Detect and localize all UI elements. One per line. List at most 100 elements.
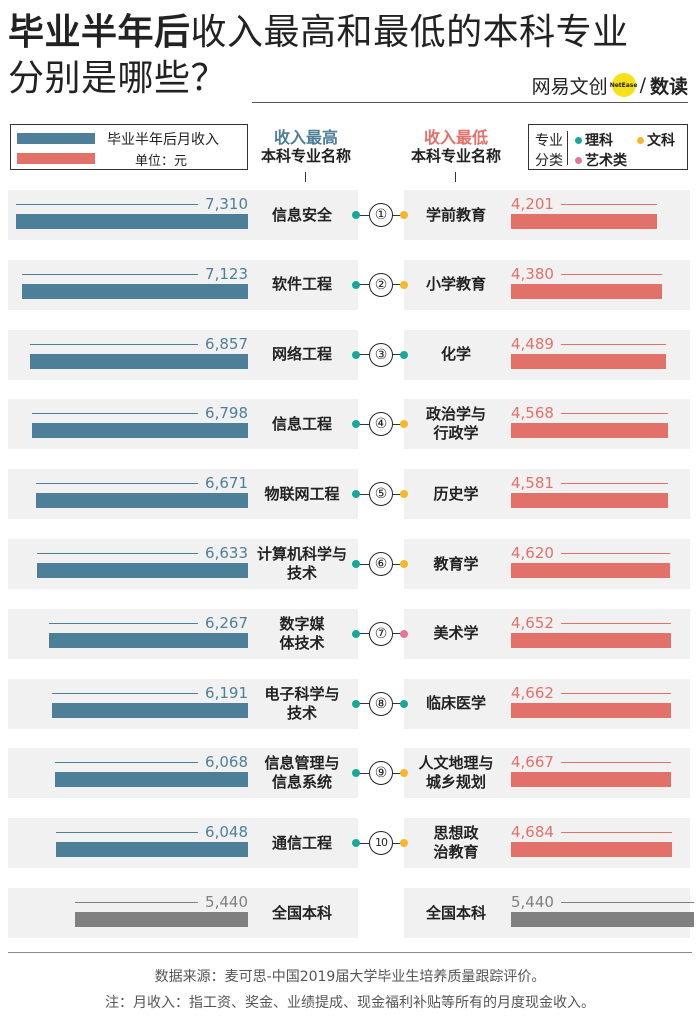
high-income-guide-line	[51, 692, 198, 694]
low-major-name: 思想政 治教育	[433, 824, 479, 862]
low-major-name: 政治学与 行政学	[425, 405, 486, 443]
header-lowest: 收入最低 本科专业名称	[386, 128, 526, 182]
category-dot-high	[352, 490, 360, 499]
high-major-name: 网络工程	[271, 345, 332, 364]
high-income-bar	[51, 702, 248, 718]
category-item-science: 理科	[575, 130, 613, 150]
high-major-name: 计算机科学与 技术	[256, 545, 347, 582]
legend-series-label: 毕业半年后月收入	[107, 132, 219, 148]
table-row: 6,633 4,620 计算机科学与 技术 教育学 ⑥	[0, 539, 700, 589]
low-income-bar	[511, 283, 663, 299]
rank-badge: 10	[369, 831, 393, 856]
high-major-name: 信息管理与 信息系统	[264, 754, 340, 792]
category-dot-high	[352, 699, 360, 708]
high-income-guide-line	[56, 832, 198, 834]
rank-badge: ⑦	[369, 621, 393, 646]
category-dot-high	[352, 769, 360, 778]
high-income-guide-line	[16, 204, 198, 205]
high-income-bar	[49, 632, 248, 648]
highlight-highest: 最高	[263, 10, 337, 56]
high-income-guide-line	[32, 413, 198, 415]
category-dot-high	[352, 629, 360, 638]
header-highest: 收入最高 本科专业名称	[236, 128, 376, 182]
low-major-name: 化学	[440, 345, 471, 364]
category-dot-art	[575, 156, 582, 164]
high-income-value: 6,857	[205, 334, 248, 353]
high-income-guide-line	[55, 762, 198, 764]
brand-logo: 网易文创 NetEase / 数读	[532, 68, 688, 102]
connector-right	[393, 772, 405, 774]
connector-right	[393, 842, 405, 844]
rank-badge: ⑨	[369, 761, 393, 786]
low-major-name: 美术学	[433, 624, 479, 643]
high-major-name: 信息工程	[271, 414, 332, 433]
low-major-name: 小学教育	[425, 275, 486, 294]
low-income-guide-line	[561, 553, 670, 554]
category-dot-low	[400, 769, 408, 778]
table-row: 7,310 4,201 信息安全 学前教育 ①	[0, 190, 700, 240]
connector-left	[357, 423, 369, 425]
low-major-name: 教育学	[433, 554, 479, 573]
low-income-value: 4,201	[511, 195, 554, 213]
connector-left	[357, 354, 369, 356]
connector-right	[393, 423, 405, 425]
category-dot-low	[400, 699, 408, 708]
table-row: 6,191 4,662 电子科学与 技术 临床医学 ⑧	[0, 678, 700, 729]
category-dot-low	[400, 350, 408, 359]
category-dot-high	[352, 560, 360, 568]
footer-note: 注：月收入：指工资、奖金、业绩提成、现金福利补贴等所有的月度现金收入。	[105, 995, 595, 1011]
high-income-value: 6,048	[205, 823, 248, 842]
category-dot-low	[400, 211, 408, 219]
connector-right	[393, 563, 405, 565]
low-income-guide-line	[561, 692, 671, 694]
category-dot-liberal-arts	[637, 136, 644, 144]
high-income-bar	[16, 214, 248, 229]
high-major-name: 信息安全	[271, 205, 332, 224]
low-income-bar	[511, 772, 671, 788]
connector-right	[393, 493, 405, 495]
low-income-bar	[511, 353, 666, 369]
rank-badge: ①	[369, 203, 393, 227]
low-income-bar	[511, 632, 671, 648]
rank-badge: ⑤	[369, 482, 393, 507]
connector-left	[357, 214, 369, 216]
national-name-left: 全国本科	[271, 903, 332, 922]
low-major-name: 临床医学	[425, 694, 486, 713]
low-income-value: 4,684	[511, 823, 554, 842]
title-line-2: 分别是哪些？	[8, 58, 228, 99]
connector-right	[393, 214, 405, 216]
high-income-value: 6,671	[205, 474, 248, 493]
brand-slash: /	[639, 74, 646, 96]
high-income-guide-line	[49, 622, 198, 624]
low-income-bar	[511, 702, 671, 718]
low-income-guide-line	[561, 273, 663, 275]
brand-sub: 数读	[649, 75, 688, 98]
rank-badge: ③	[369, 342, 393, 367]
low-income-bar	[511, 493, 669, 509]
connector-left	[357, 703, 369, 705]
category-dot-low	[400, 560, 408, 568]
brand-name: 网易文创	[531, 75, 608, 98]
rank-badge: ④	[369, 412, 393, 437]
high-income-bar	[32, 423, 248, 439]
connector-right	[393, 284, 405, 286]
connector-right	[393, 703, 405, 705]
high-income-guide-line	[75, 902, 198, 903]
low-income-guide-line	[561, 902, 695, 903]
high-income-value: 6,267	[205, 613, 248, 632]
connector-right	[393, 633, 405, 635]
high-income-bar	[36, 493, 248, 509]
high-income-guide-line	[30, 343, 198, 345]
connector-left	[357, 842, 369, 844]
high-income-guide-line	[36, 483, 198, 485]
page-title: 毕业半年后收入最高和最低的本科专业 分别是哪些？	[8, 10, 698, 102]
high-income-value: 5,440	[205, 893, 248, 911]
low-income-bar	[511, 214, 658, 229]
category-item-liberal-arts: 文科	[637, 130, 675, 150]
low-income-bar	[511, 912, 695, 927]
table-row: 6,671 4,581 物联网工程 历史学 ⑤	[0, 469, 700, 520]
table-row: 6,068 4,667 信息管理与 信息系统 人文地理与 城乡规划 ⑨	[0, 748, 700, 799]
category-dot-high	[352, 211, 360, 219]
category-dot-high	[352, 350, 360, 359]
category-dot-high	[352, 839, 360, 848]
